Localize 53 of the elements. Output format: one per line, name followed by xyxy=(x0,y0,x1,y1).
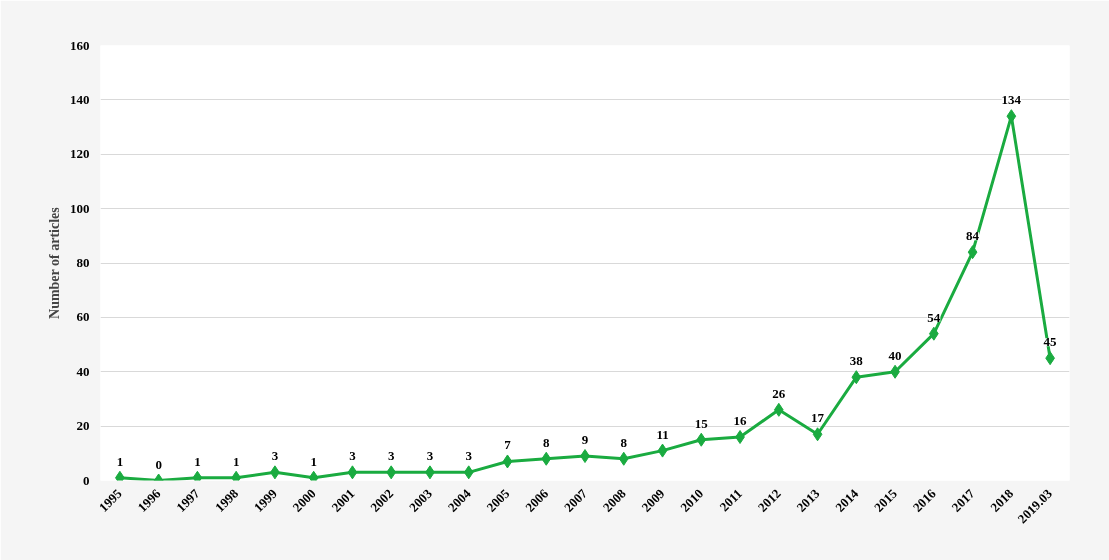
data-label: 11 xyxy=(656,426,669,442)
data-label: 3 xyxy=(465,448,473,464)
data-label: 26 xyxy=(772,385,786,401)
point xyxy=(773,402,784,417)
y-tick-label: 0 xyxy=(83,472,90,488)
data-label: 15 xyxy=(694,415,709,431)
x-tick-label: 2011 xyxy=(716,485,745,515)
point xyxy=(696,432,707,447)
data-label: 0 xyxy=(155,456,162,472)
point xyxy=(347,465,358,480)
data-label: 8 xyxy=(620,434,628,450)
data-label: 54 xyxy=(927,309,941,325)
data-label: 9 xyxy=(581,432,589,448)
point xyxy=(502,454,513,469)
point xyxy=(967,245,978,260)
data-label: 1 xyxy=(116,453,124,469)
y-axis-title: Number of articles xyxy=(47,206,62,319)
data-label: 84 xyxy=(966,228,980,244)
y-tick-label: 120 xyxy=(70,146,90,162)
data-label: 1 xyxy=(194,453,201,469)
y-tick-label: 80 xyxy=(76,255,90,270)
y-tick-label: 40 xyxy=(76,363,90,379)
data-label: 3 xyxy=(271,448,279,464)
data-label: 8 xyxy=(542,434,550,450)
point xyxy=(657,443,668,458)
y-tick-label: 60 xyxy=(76,309,90,325)
x-tick-label: 2010 xyxy=(677,485,707,515)
point xyxy=(463,465,474,480)
data-label: 3 xyxy=(426,448,434,464)
data-label: 45 xyxy=(1043,334,1058,350)
data-label: 134 xyxy=(1001,92,1022,108)
data-label: 1 xyxy=(232,453,240,469)
point xyxy=(812,427,823,442)
y-tick-label: 100 xyxy=(70,200,90,216)
point xyxy=(386,465,397,480)
point xyxy=(851,370,862,385)
y-tick-label: 160 xyxy=(70,37,90,53)
x-tick-label: 1999 xyxy=(250,485,281,515)
x-tick-label: 2001 xyxy=(328,485,358,515)
data-label: 17 xyxy=(811,410,825,426)
point xyxy=(735,430,745,444)
data-label: 16 xyxy=(733,413,748,428)
data-label: 7 xyxy=(504,437,512,453)
point xyxy=(541,451,552,466)
data-label: 3 xyxy=(349,448,357,464)
data-label: 1 xyxy=(310,453,317,469)
y-tick-label: 140 xyxy=(70,91,90,107)
data-label: 38 xyxy=(849,353,864,369)
x-tick-label: 2008 xyxy=(599,485,630,515)
data-label: 3 xyxy=(387,448,395,464)
point xyxy=(618,451,629,466)
data-label: 40 xyxy=(888,347,902,363)
y-tick-label: 20 xyxy=(76,418,90,434)
